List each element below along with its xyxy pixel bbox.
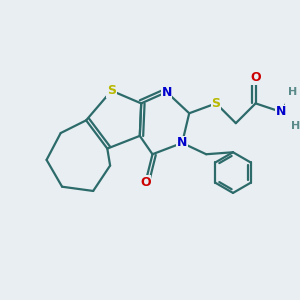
Text: N: N <box>177 136 187 149</box>
Text: S: S <box>212 97 220 110</box>
Text: H: H <box>288 87 297 97</box>
Text: H: H <box>290 121 300 131</box>
Text: O: O <box>140 176 151 189</box>
Text: O: O <box>250 71 261 85</box>
Text: N: N <box>276 105 286 119</box>
Text: N: N <box>161 85 172 99</box>
Text: S: S <box>107 84 116 97</box>
